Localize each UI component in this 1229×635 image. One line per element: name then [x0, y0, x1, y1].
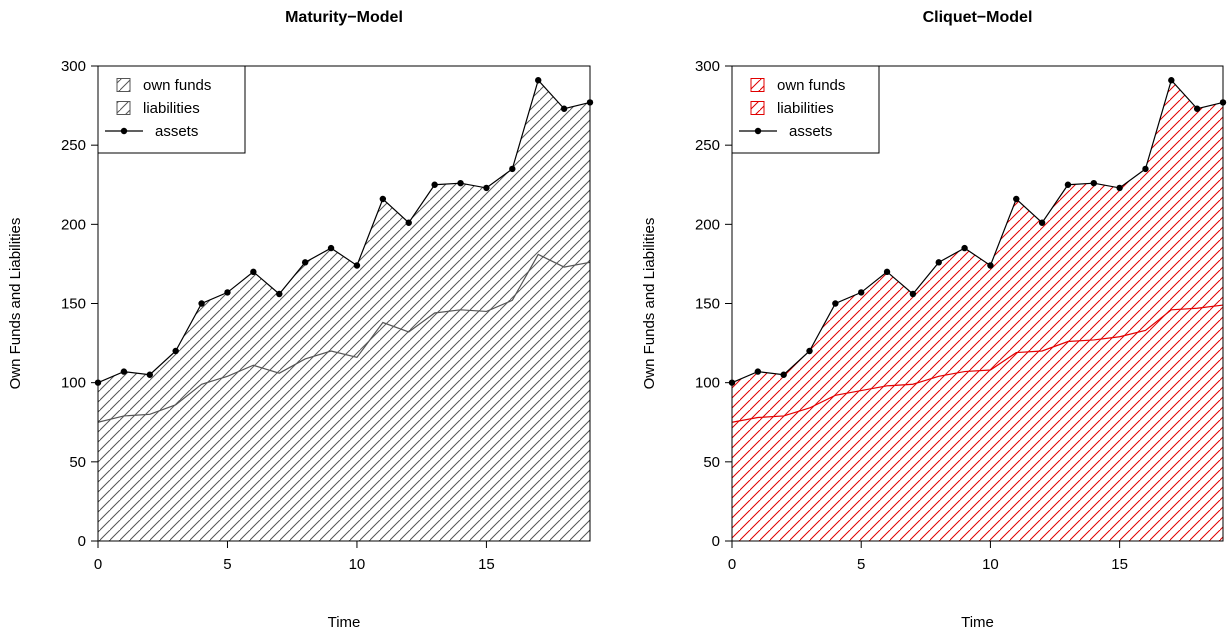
x-tick-label: 10 — [349, 556, 366, 573]
assets-point — [780, 371, 787, 378]
y-tick-label: 0 — [712, 533, 720, 550]
assets-point — [146, 371, 153, 378]
liabilities-line — [731, 304, 1224, 423]
assets-point — [431, 181, 438, 188]
legend-swatch — [116, 101, 131, 115]
assets-point — [198, 300, 205, 307]
assets-point — [535, 77, 542, 84]
y-tick-label: 200 — [61, 216, 86, 233]
legend-label: own funds — [143, 77, 211, 94]
assets-point — [1116, 184, 1123, 192]
legend-label: own funds — [777, 77, 845, 94]
assets-line — [97, 79, 591, 384]
y-tick-label: 100 — [695, 375, 720, 392]
legend-label: liabilities — [143, 100, 200, 117]
assets-point — [806, 347, 813, 355]
assets-point — [987, 262, 994, 269]
assets-point — [1168, 77, 1175, 84]
assets-point — [224, 289, 231, 296]
assets-point — [1038, 219, 1046, 226]
y-tick-label: 0 — [78, 533, 86, 550]
assets-point — [858, 289, 865, 296]
x-tick-label: 0 — [94, 556, 102, 573]
x-tick-label: 0 — [728, 556, 736, 573]
chart-panel-1: 0 50 100 150 200 250 300 0 5 10 15 Maturity−Model Ti… — [7, 9, 594, 631]
legend-swatch — [116, 78, 131, 92]
assets-point — [560, 105, 568, 112]
assets-point — [961, 244, 968, 252]
assets-point — [1193, 105, 1201, 112]
legend-label: liabilities — [777, 100, 834, 117]
assets-point — [301, 259, 309, 266]
liabilities-line — [97, 253, 591, 423]
assets-point — [172, 347, 179, 355]
assets-point — [327, 244, 335, 252]
x-tick-label: 15 — [1111, 556, 1128, 573]
assets-point — [120, 368, 128, 375]
assets-point — [250, 268, 257, 276]
assets-point — [483, 184, 490, 192]
assets-point — [379, 195, 387, 203]
y-tick-label: 250 — [61, 137, 86, 154]
x-axis-label: Time — [961, 614, 994, 631]
liabilities-area — [732, 305, 1223, 541]
assets-point — [276, 290, 283, 298]
assets-point — [509, 165, 516, 173]
assets-point — [457, 179, 464, 187]
y-axis-label: Own Funds and Liabilities — [7, 218, 24, 390]
assets-point — [909, 290, 917, 298]
y-tick-label: 50 — [703, 454, 720, 471]
x-tick-label: 5 — [857, 556, 865, 573]
chart-title: Cliquet−Model — [923, 9, 1033, 26]
legend-swatch — [750, 78, 765, 92]
y-tick-label: 100 — [61, 375, 86, 392]
y-tick-label: 200 — [695, 216, 720, 233]
y-tick-label: 300 — [695, 58, 720, 75]
legend-label: assets — [155, 123, 198, 140]
assets-point — [353, 262, 361, 269]
assets-point — [405, 219, 412, 226]
assets-point — [883, 268, 891, 276]
y-tick-label: 150 — [695, 296, 720, 313]
legend-label: assets — [789, 123, 832, 140]
y-axis-label: Own Funds and Liabilities — [641, 218, 658, 390]
y-tick-label: 150 — [61, 296, 86, 313]
y-tick-label: 300 — [61, 58, 86, 75]
own-funds-area — [98, 80, 590, 423]
chart-panel-2: 0 50 100 150 200 250 300 0 5 10 15 Cliquet−Model Tim… — [641, 9, 1227, 631]
chart-title: Maturity−Model — [285, 9, 403, 26]
legend-swatch — [750, 101, 765, 115]
x-axis-label: Time — [328, 614, 361, 631]
own-funds-area — [732, 80, 1223, 423]
legend: own funds liabilities assets — [97, 65, 246, 154]
assets-point — [1142, 165, 1149, 173]
assets-point — [832, 300, 839, 307]
legend-assets-point — [120, 127, 128, 135]
legend-assets-point — [754, 127, 762, 135]
legend: own funds liabilities assets — [731, 65, 880, 154]
assets-point — [1064, 181, 1072, 188]
assets-point — [754, 368, 762, 375]
y-tick-label: 250 — [695, 137, 720, 154]
assets-point — [1090, 179, 1097, 187]
assets-point — [1013, 195, 1020, 203]
assets-point — [935, 259, 942, 266]
x-tick-label: 5 — [223, 556, 231, 573]
x-tick-label: 15 — [478, 556, 495, 573]
x-tick-label: 10 — [982, 556, 999, 573]
assets-line — [731, 79, 1224, 384]
y-tick-label: 50 — [69, 454, 86, 471]
liabilities-area — [98, 254, 590, 541]
